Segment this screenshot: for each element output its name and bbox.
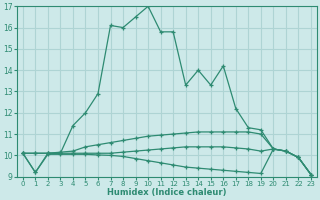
X-axis label: Humidex (Indice chaleur): Humidex (Indice chaleur): [107, 188, 227, 197]
